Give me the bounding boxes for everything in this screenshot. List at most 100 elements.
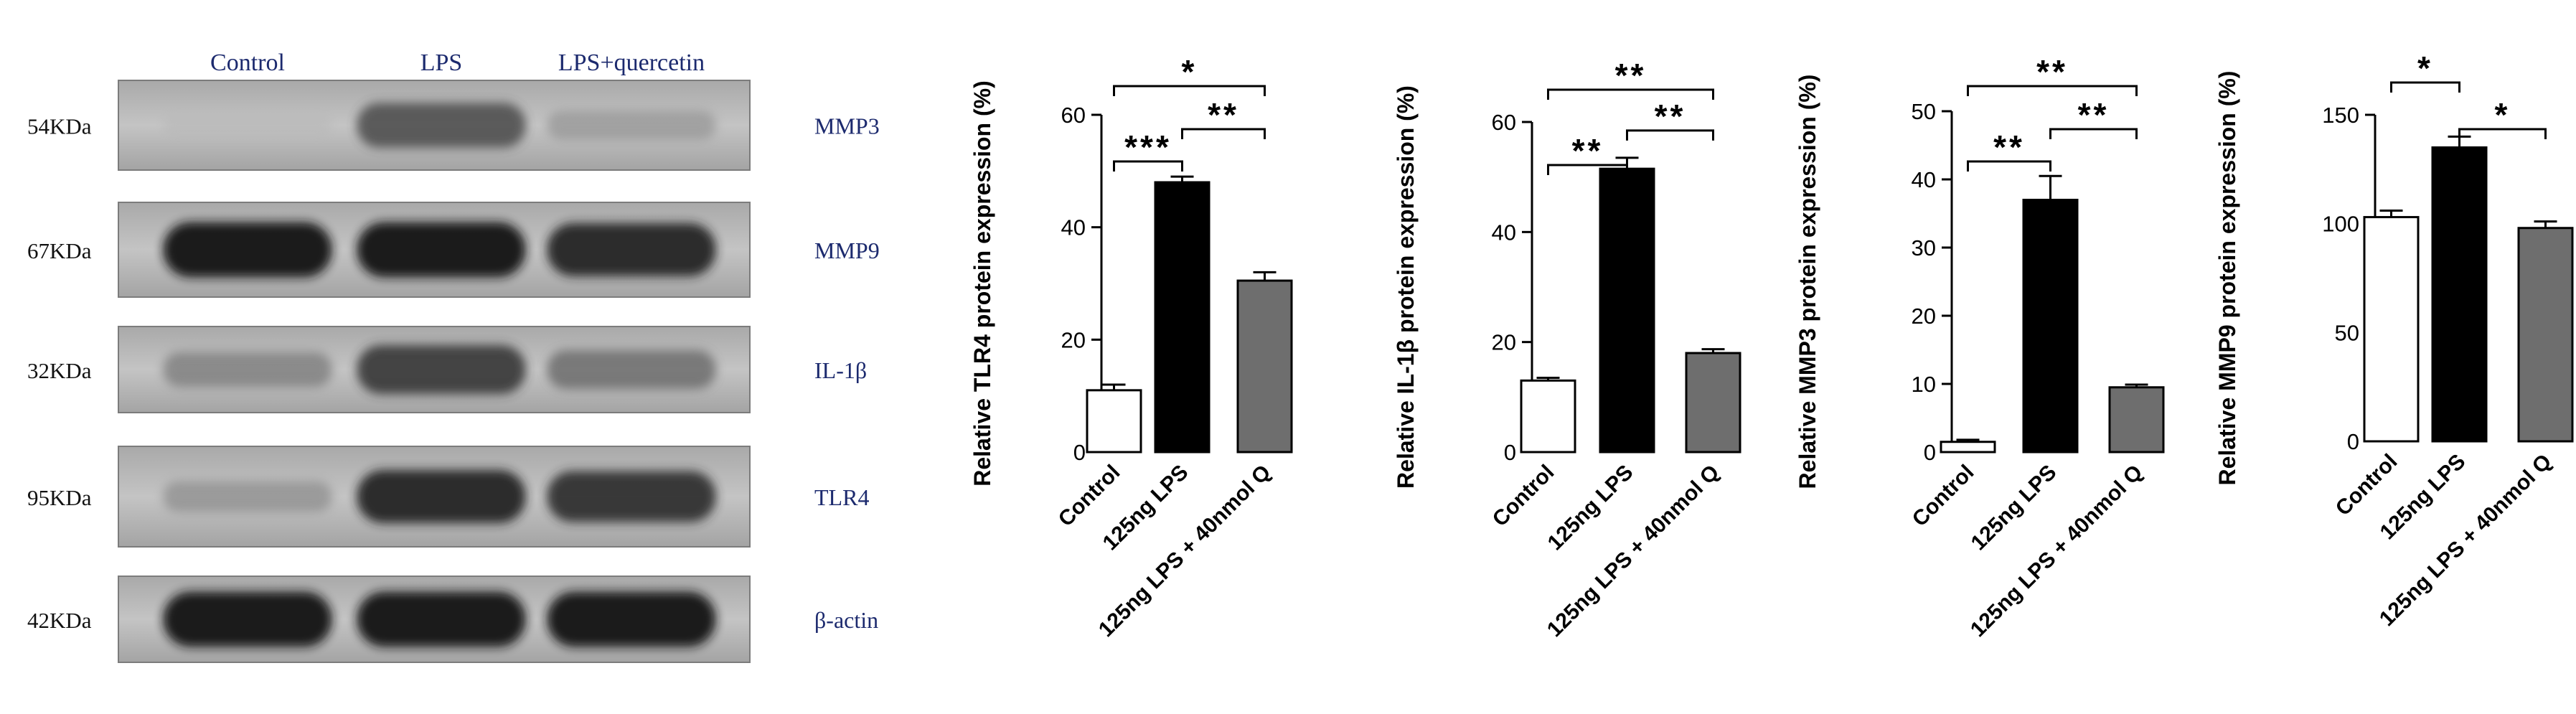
- significance-bracket: [1547, 88, 1714, 100]
- x-category-label: Control: [1488, 461, 1559, 532]
- y-axis-label: Relative IL-1β protein expression (%): [1393, 85, 1419, 489]
- y-axis-label: Relative TLR4 protein expression (%): [969, 80, 995, 486]
- significance-label: **: [1572, 132, 1604, 169]
- molecular-weight-label: 54KDa: [27, 114, 92, 139]
- blot-band: [163, 222, 332, 278]
- molecular-weight-label: 95KDa: [27, 485, 92, 510]
- blot-band: [357, 344, 526, 395]
- blot-band: [547, 471, 716, 522]
- significance-bracket: [1181, 128, 1266, 139]
- significance-bracket: [1967, 160, 2051, 172]
- lane-label: LPS+quercetin: [558, 50, 705, 76]
- y-tick-label: 0: [1504, 440, 1516, 465]
- x-category-label: 125ng LPS: [1967, 461, 2062, 555]
- y-tick-label: 20: [1492, 330, 1516, 355]
- blot-band: [163, 481, 332, 512]
- significance-bracket: [1113, 160, 1183, 172]
- western-blot-svg: Control LPS LPS+quercetin 54KDa MMP3 67KDa MMP…: [27, 50, 880, 663]
- y-tick-label: 150: [2322, 103, 2359, 128]
- blot-row: 54KDa MMP3: [27, 80, 880, 171]
- molecular-weight-label: 67KDa: [27, 238, 92, 263]
- bar: [1520, 379, 1576, 454]
- bar: [1086, 389, 1142, 454]
- significance-bracket: [2458, 128, 2547, 139]
- y-tick-label: 40: [1061, 215, 1086, 240]
- significance-bracket: [1547, 164, 1628, 175]
- bar: [1940, 441, 1996, 454]
- significance-label: *: [2495, 96, 2511, 133]
- x-category-label: Control: [1908, 461, 1979, 532]
- y-tick-label: 60: [1492, 110, 1516, 135]
- y-tick-label: 10: [1912, 372, 1936, 397]
- significance-label: **: [2036, 53, 2068, 90]
- chart-il1b-expression: Relative IL-1β protein expression (%) 0 20…: [1393, 57, 1741, 642]
- blot-band: [357, 591, 526, 647]
- significance-bracket: [2390, 81, 2460, 93]
- chart-tlr4-expression: Relative TLR4 protein expression (%) 0 20 4…: [969, 53, 1293, 642]
- blot-row: 95KDa TLR4: [27, 446, 869, 548]
- x-category-label: 125ng LPS + 40nmol Q: [1094, 461, 1276, 642]
- y-tick-label: 20: [1912, 304, 1936, 329]
- x-category-label: Control: [1054, 461, 1125, 532]
- western-blot-figure: Control LPS LPS+quercetin 54KDa MMP3 67KDa MMP…: [0, 0, 918, 710]
- significance-label: **: [1208, 96, 1239, 133]
- chart-mmp3-expression: Relative MMP3 protein expression (%) 0 10 2…: [1795, 53, 2165, 642]
- significance-label: **: [1993, 128, 2025, 166]
- blot-row: 42KDa β-actin: [27, 576, 878, 663]
- blot-band: [547, 350, 716, 389]
- blot-band: [547, 222, 716, 277]
- protein-label: MMP9: [814, 238, 880, 263]
- x-category-label: 125ng LPS + 40nmol Q: [2375, 450, 2557, 631]
- bar: [2363, 216, 2420, 443]
- molecular-weight-label: 32KDa: [27, 358, 92, 383]
- protein-label: β-actin: [814, 607, 878, 633]
- blot-row: 67KDa MMP9: [27, 202, 880, 298]
- protein-label: MMP3: [814, 113, 880, 139]
- blot-band: [357, 103, 526, 148]
- significance-label: **: [1655, 98, 1686, 135]
- bar: [2431, 146, 2488, 443]
- y-tick-label: 0: [2347, 429, 2359, 454]
- molecular-weight-label: 42KDa: [27, 608, 92, 633]
- bar: [2022, 199, 2079, 454]
- significance-label: ***: [1124, 128, 1172, 166]
- y-tick-label: 100: [2322, 212, 2359, 237]
- blot-band: [547, 591, 716, 647]
- x-category-label: Control: [2331, 450, 2402, 521]
- y-tick-label: 20: [1061, 327, 1086, 352]
- blot-band: [357, 469, 526, 524]
- blot-band: [163, 116, 332, 134]
- protein-label: IL-1β: [814, 357, 867, 383]
- x-category-label: 125ng LPS + 40nmol Q: [1966, 461, 2148, 642]
- x-category-label: 125ng LPS + 40nmol Q: [1543, 461, 1724, 642]
- blot-band: [163, 591, 332, 647]
- blot-band: [357, 222, 526, 278]
- significance-label: **: [1615, 57, 1647, 94]
- significance-label: *: [1182, 53, 1198, 90]
- bar: [1236, 279, 1293, 454]
- lane-label: Control: [210, 50, 285, 76]
- bar: [1599, 167, 1655, 454]
- y-tick-label: 0: [1924, 440, 1936, 465]
- y-tick-label: 50: [1912, 99, 1936, 124]
- x-category-label: 125ng LPS: [1543, 461, 1638, 555]
- blot-band: [547, 111, 716, 140]
- bar: [1154, 181, 1211, 454]
- y-tick-label: 50: [2335, 320, 2359, 345]
- y-tick-label: 40: [1912, 167, 1936, 192]
- significance-label: **: [2078, 96, 2110, 133]
- significance-bracket: [1113, 85, 1266, 96]
- chart-mmp9-expression: Relative MMP9 protein expression (%) 0 50 1…: [2214, 50, 2574, 631]
- blot-row: 32KDa IL-1β: [27, 326, 867, 413]
- y-axis-label: Relative MMP3 protein expression (%): [1795, 75, 1820, 489]
- y-axis-label: Relative MMP9 protein expression (%): [2214, 71, 2240, 486]
- significance-bracket: [1967, 85, 2138, 96]
- bar: [2517, 227, 2574, 443]
- bar: [2108, 386, 2165, 454]
- bar: [1685, 352, 1741, 454]
- y-tick-label: 0: [1073, 440, 1086, 465]
- blot-band: [163, 352, 332, 387]
- significance-label: *: [2417, 50, 2433, 87]
- y-tick-label: 40: [1492, 220, 1516, 245]
- significance-bracket: [1626, 129, 1714, 141]
